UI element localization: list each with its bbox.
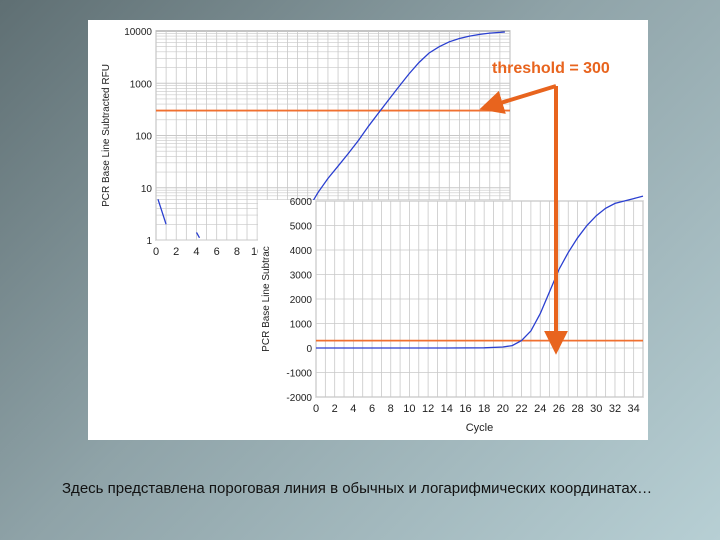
y-tick-label: 2000 — [290, 295, 313, 306]
linear-scale-chart: 0 2 4 6 8 10 12 14 16 18 20 22 24 26 28 30 32 34-2000-100… — [258, 195, 648, 440]
y-tick-label: 1000 — [290, 320, 313, 331]
y-tick-label: 1000 — [130, 79, 153, 90]
x-tick-label: 32 — [609, 403, 621, 415]
y-tick-label: 10000 — [124, 27, 152, 38]
x-tick-label: 24 — [534, 403, 546, 415]
x-tick-label: 6 — [369, 403, 375, 415]
arrow-to-log-threshold — [479, 84, 557, 114]
slide-panel: 0246810121416182022242628303234110100100… — [88, 20, 648, 440]
x-tick-label: 28 — [571, 403, 583, 415]
amplification-curve — [316, 195, 644, 349]
x-tick-label: 26 — [553, 403, 565, 415]
slide-caption: Здесь представлена пороговая линия в обы… — [62, 480, 653, 497]
y-tick-label: 1 — [146, 236, 152, 247]
x-tick-label: 12 — [422, 403, 434, 415]
x-tick-label: 16 — [459, 403, 471, 415]
y-tick-label: -2000 — [286, 393, 312, 404]
x-tick-label: 4 — [193, 246, 199, 258]
x-tick-label: 8 — [388, 403, 394, 415]
threshold-label: threshold = 300 — [492, 60, 610, 77]
x-tick-label: 20 — [497, 403, 509, 415]
y-tick-label: 3000 — [290, 271, 313, 282]
x-tick-label: 18 — [478, 403, 490, 415]
y-tick-label: -1000 — [286, 369, 312, 380]
x-tick-label: 6 — [214, 246, 220, 258]
y-axis-label: PCR Base Line Subtrac — [261, 246, 272, 352]
x-tick-label: 2 — [332, 403, 338, 415]
x-tick-label: 10 — [403, 403, 415, 415]
y-tick-label: 4000 — [290, 246, 313, 257]
y-axis-label: PCR Base Line Subtracted RFU — [101, 64, 112, 207]
x-tick-label: 0 — [153, 246, 159, 258]
x-tick-label: 4 — [350, 403, 356, 415]
x-tick-label: 30 — [590, 403, 602, 415]
y-tick-label: 6000 — [290, 197, 313, 208]
amplification-curve — [195, 232, 201, 239]
x-axis-label: Cycle — [466, 422, 494, 434]
x-tick-label: 34 — [628, 403, 640, 415]
y-tick-label: 0 — [306, 344, 312, 355]
y-tick-label: 10 — [141, 184, 153, 195]
x-tick-label: 2 — [173, 246, 179, 258]
threshold-figure: 0246810121416182022242628303234110100100… — [101, 27, 648, 440]
x-tick-label: 22 — [515, 403, 527, 415]
y-tick-label: 5000 — [290, 222, 313, 233]
threshold-annotation: threshold = 300 — [479, 60, 610, 355]
x-tick-label: 8 — [234, 246, 240, 258]
y-tick-label: 100 — [135, 132, 152, 143]
x-tick-label: 14 — [441, 403, 453, 415]
amplification-curve — [157, 199, 167, 225]
x-tick-label: 0 — [313, 403, 319, 415]
amplification-curve — [312, 31, 505, 202]
